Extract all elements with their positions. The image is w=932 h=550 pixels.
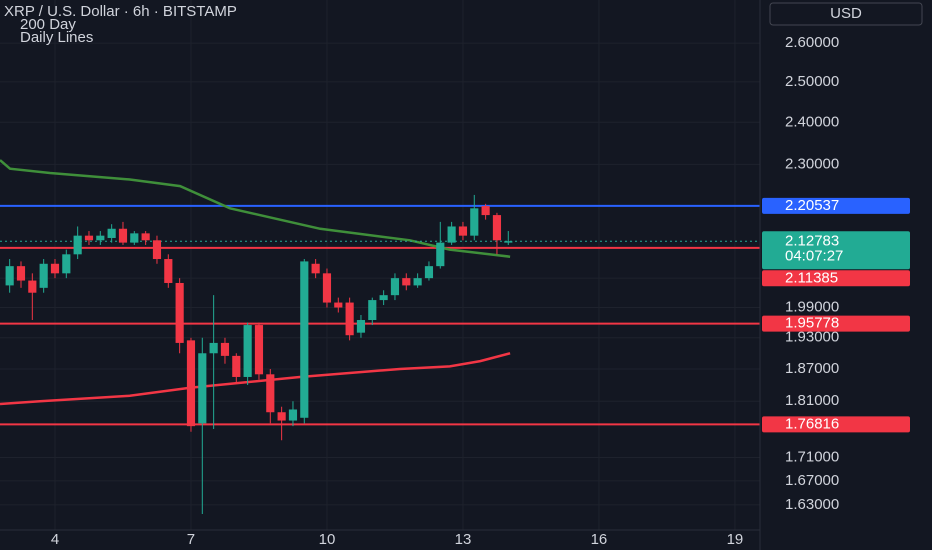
candle-body <box>447 226 456 243</box>
x-tick-label: 10 <box>319 531 336 548</box>
y-tick-label: 1.67000 <box>785 472 839 489</box>
candle-body <box>458 226 468 236</box>
y-tick-label: 1.71000 <box>785 448 839 465</box>
candle-body <box>277 412 286 421</box>
level-label: 2.20537 <box>785 197 839 214</box>
candle-body <box>73 235 82 255</box>
candle-body <box>254 325 264 375</box>
candle-body <box>436 242 445 267</box>
candle-body <box>470 208 479 236</box>
candle-body <box>5 266 14 286</box>
candle-body <box>130 233 139 243</box>
y-tick-label: 1.63000 <box>785 496 839 513</box>
candle-body <box>152 240 162 260</box>
price-countdown: 04:07:27 <box>785 247 843 264</box>
candle-body <box>28 280 37 293</box>
candle-body <box>390 278 400 296</box>
candle-body <box>266 374 275 413</box>
candle-body <box>243 325 252 377</box>
candle-body <box>402 278 411 286</box>
x-tick-label: 13 <box>455 531 472 548</box>
candle-body <box>186 340 196 427</box>
x-tick-label: 19 <box>727 531 744 548</box>
candle-body <box>164 259 173 283</box>
candle-body <box>413 278 422 286</box>
y-tick-label: 1.99000 <box>785 298 839 315</box>
candle-body <box>141 233 150 241</box>
candle-body <box>39 263 48 288</box>
y-tick-label: 2.40000 <box>785 113 839 130</box>
candle-body <box>311 263 320 274</box>
price-label-box <box>762 231 910 270</box>
candle-body <box>368 300 377 321</box>
candle-body <box>175 282 184 343</box>
candle-body <box>379 295 388 301</box>
currency-label[interactable]: USD <box>830 5 862 22</box>
level-label-box <box>762 315 910 332</box>
y-tick-label: 1.87000 <box>785 360 839 377</box>
level-label-box <box>762 270 910 287</box>
candle-body <box>356 320 366 333</box>
candle-body <box>232 355 241 377</box>
y-tick-label: 2.50000 <box>785 73 839 90</box>
indicator-line <box>0 352 511 406</box>
y-tick-label: 1.93000 <box>785 329 839 346</box>
y-tick-label: 2.30000 <box>785 155 839 172</box>
level-label: 1.76816 <box>785 415 839 432</box>
candle-body <box>334 302 343 308</box>
candle-body <box>107 228 116 238</box>
level-label: 1.95778 <box>785 315 839 332</box>
y-tick-label: 2.60000 <box>785 34 839 51</box>
x-tick-label: 16 <box>591 531 608 548</box>
candle-body <box>345 302 354 336</box>
x-tick-label: 4 <box>51 531 59 548</box>
level-label-box <box>762 416 910 433</box>
candle-body <box>62 254 71 274</box>
price-label: 2.12783 <box>785 232 839 249</box>
chart-title: XRP / U.S. Dollar · 6h · BITSTAMP <box>4 3 237 20</box>
level-label-box <box>762 197 910 214</box>
candle-body <box>300 261 309 418</box>
candle-body <box>209 342 218 354</box>
candle-body <box>481 206 490 216</box>
legend-entry: 200 Day <box>20 16 76 33</box>
candle-body <box>198 353 207 424</box>
candle-body <box>322 273 332 303</box>
candle-body <box>16 266 26 281</box>
legend-entry: Daily Lines <box>20 29 93 46</box>
x-tick-label: 7 <box>187 531 195 548</box>
candle-body <box>424 266 434 279</box>
candle-body <box>50 263 60 274</box>
level-label: 2.11385 <box>785 269 838 286</box>
candle-body <box>96 235 105 241</box>
candle-body <box>220 342 230 356</box>
candle-body <box>118 228 128 243</box>
candle-body <box>492 215 502 241</box>
candle-body <box>504 241 513 243</box>
candle-body <box>288 409 298 421</box>
y-tick-label: 1.81000 <box>785 392 839 409</box>
indicator-line <box>0 159 511 258</box>
currency-button[interactable] <box>769 2 923 26</box>
candle-body <box>84 235 94 241</box>
